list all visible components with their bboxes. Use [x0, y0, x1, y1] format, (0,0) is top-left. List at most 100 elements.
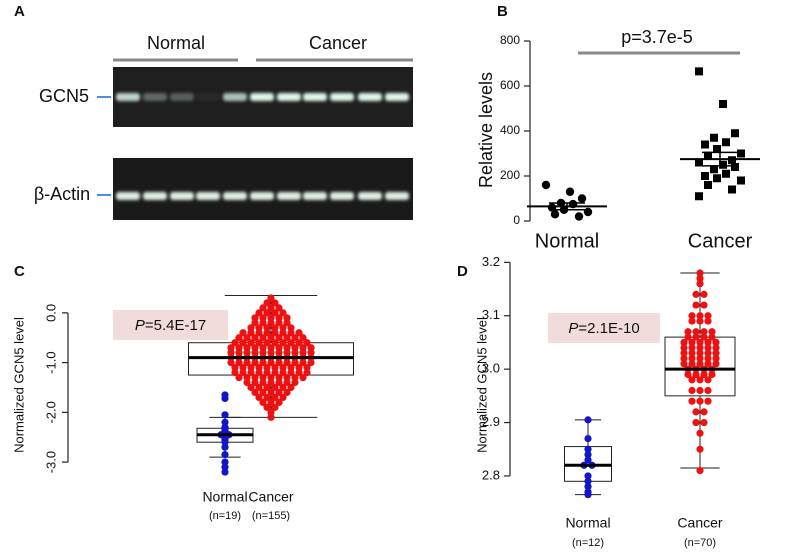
data-point — [307, 359, 315, 367]
data-point — [247, 363, 255, 372]
data-point — [692, 328, 700, 336]
data-point — [255, 393, 263, 402]
data-point — [541, 180, 551, 190]
data-point — [267, 319, 275, 327]
panel-label: D — [457, 263, 468, 280]
data-point — [684, 370, 692, 379]
data-point — [247, 368, 255, 377]
data-point — [692, 418, 700, 427]
data-point — [307, 349, 315, 357]
data-point — [239, 363, 247, 372]
data-point — [279, 309, 287, 317]
data-point — [267, 314, 275, 322]
gel-band — [170, 192, 194, 200]
data-point — [259, 319, 267, 327]
data-point — [247, 329, 255, 337]
data-point — [692, 370, 700, 379]
x-tick-label: Normal — [202, 489, 247, 505]
data-point — [291, 359, 299, 367]
data-point — [712, 338, 720, 347]
data-point — [271, 363, 279, 372]
data-point — [688, 376, 696, 384]
gel-band — [358, 192, 382, 200]
data-point — [283, 334, 291, 342]
data-point — [696, 354, 704, 363]
data-point — [251, 378, 259, 387]
data-point — [696, 467, 704, 475]
data-point — [275, 304, 283, 312]
data-point — [243, 373, 251, 382]
data-point — [279, 393, 287, 402]
data-point — [263, 363, 271, 372]
gel-band — [358, 93, 382, 101]
annotation-text: =5.4E-17 — [145, 317, 206, 334]
data-point — [287, 363, 295, 372]
data-point — [688, 344, 696, 352]
data-point — [719, 100, 727, 108]
data-point — [221, 394, 229, 403]
data-point — [279, 368, 287, 377]
data-point — [684, 328, 692, 336]
data-point — [696, 349, 704, 357]
gel-band — [385, 93, 409, 101]
data-point — [263, 383, 271, 392]
y-tick-label: 3.1 — [482, 307, 500, 322]
category-note: (n=70) — [684, 537, 716, 549]
data-point — [271, 309, 279, 317]
data-point — [267, 408, 275, 416]
category-note: (n=155) — [252, 510, 290, 522]
data-point — [696, 429, 704, 437]
data-point — [259, 359, 267, 367]
y-tick-label: -1.0 — [43, 351, 58, 373]
data-point — [291, 378, 299, 387]
x-tick-label: Cancer — [677, 515, 722, 531]
gel-band — [303, 192, 327, 200]
gel-band — [223, 93, 247, 101]
data-point — [287, 339, 295, 347]
data-point — [221, 418, 229, 426]
data-point — [267, 334, 275, 342]
data-point — [263, 309, 271, 317]
data-point — [259, 314, 267, 322]
annotation: p=3.7e-5 — [621, 27, 693, 47]
data-point — [283, 344, 291, 352]
data-point — [227, 359, 235, 367]
gel-band — [303, 93, 327, 101]
data-point — [704, 376, 712, 384]
data-point — [737, 176, 745, 185]
data-point — [680, 360, 688, 368]
data-point — [275, 373, 283, 382]
data-point — [243, 349, 251, 357]
data-point — [271, 383, 279, 392]
data-point — [251, 344, 259, 352]
data-point — [271, 324, 279, 332]
data-point — [243, 334, 251, 342]
annotation-text: =2.1E-10 — [578, 320, 639, 337]
panel-label: A — [14, 3, 25, 20]
data-point — [584, 483, 592, 491]
data-point — [247, 339, 255, 347]
data-point — [255, 368, 263, 377]
data-point — [704, 344, 712, 352]
data-point — [708, 370, 716, 379]
data-point — [700, 301, 708, 309]
data-point — [283, 359, 291, 367]
annotation-box — [548, 313, 660, 343]
data-point — [696, 386, 704, 395]
data-point — [267, 344, 275, 352]
data-point — [267, 349, 275, 357]
data-point — [710, 133, 718, 142]
annotation: P=5.4E-17 — [135, 317, 206, 334]
data-point — [231, 339, 239, 347]
data-point — [279, 363, 287, 372]
gel-band — [116, 192, 140, 200]
data-point — [704, 151, 712, 160]
y-tick-label: 2.8 — [482, 467, 500, 482]
data-point — [271, 403, 279, 411]
y-tick-label: 2.9 — [482, 414, 500, 429]
data-point — [299, 359, 307, 367]
data-point — [279, 339, 287, 347]
data-point — [700, 333, 708, 341]
data-point — [737, 149, 745, 158]
data-point — [251, 314, 259, 322]
